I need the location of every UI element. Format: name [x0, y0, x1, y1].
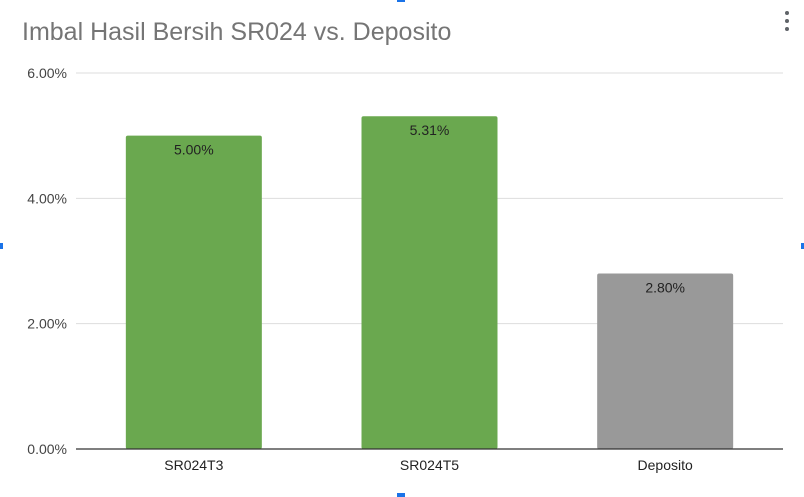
y-tick-label: 6.00%	[27, 65, 67, 81]
menu-dot	[785, 27, 789, 31]
x-category-label: SR024T5	[400, 457, 459, 473]
bar[interactable]	[361, 116, 498, 450]
x-category-label: Deposito	[638, 457, 693, 473]
data-label: 5.00%	[174, 142, 214, 158]
data-label: 5.31%	[410, 122, 450, 138]
data-label: 2.80%	[645, 280, 685, 296]
resize-handle-bottom[interactable]	[397, 493, 405, 497]
resize-handle-right[interactable]	[801, 243, 804, 249]
resize-handle-top[interactable]	[397, 0, 405, 2]
menu-dot	[785, 11, 789, 15]
resize-handle-left[interactable]	[0, 243, 3, 249]
y-tick-label: 4.00%	[27, 190, 67, 206]
y-tick-label: 0.00%	[27, 441, 67, 457]
bar[interactable]	[597, 273, 734, 449]
more-vertical-icon[interactable]	[780, 8, 794, 34]
bar[interactable]	[125, 135, 262, 449]
chart-title: Imbal Hasil Bersih SR024 vs. Deposito	[22, 18, 452, 46]
x-category-label: SR024T3	[164, 457, 223, 473]
y-tick-label: 2.00%	[27, 316, 67, 332]
menu-dot	[785, 19, 789, 23]
